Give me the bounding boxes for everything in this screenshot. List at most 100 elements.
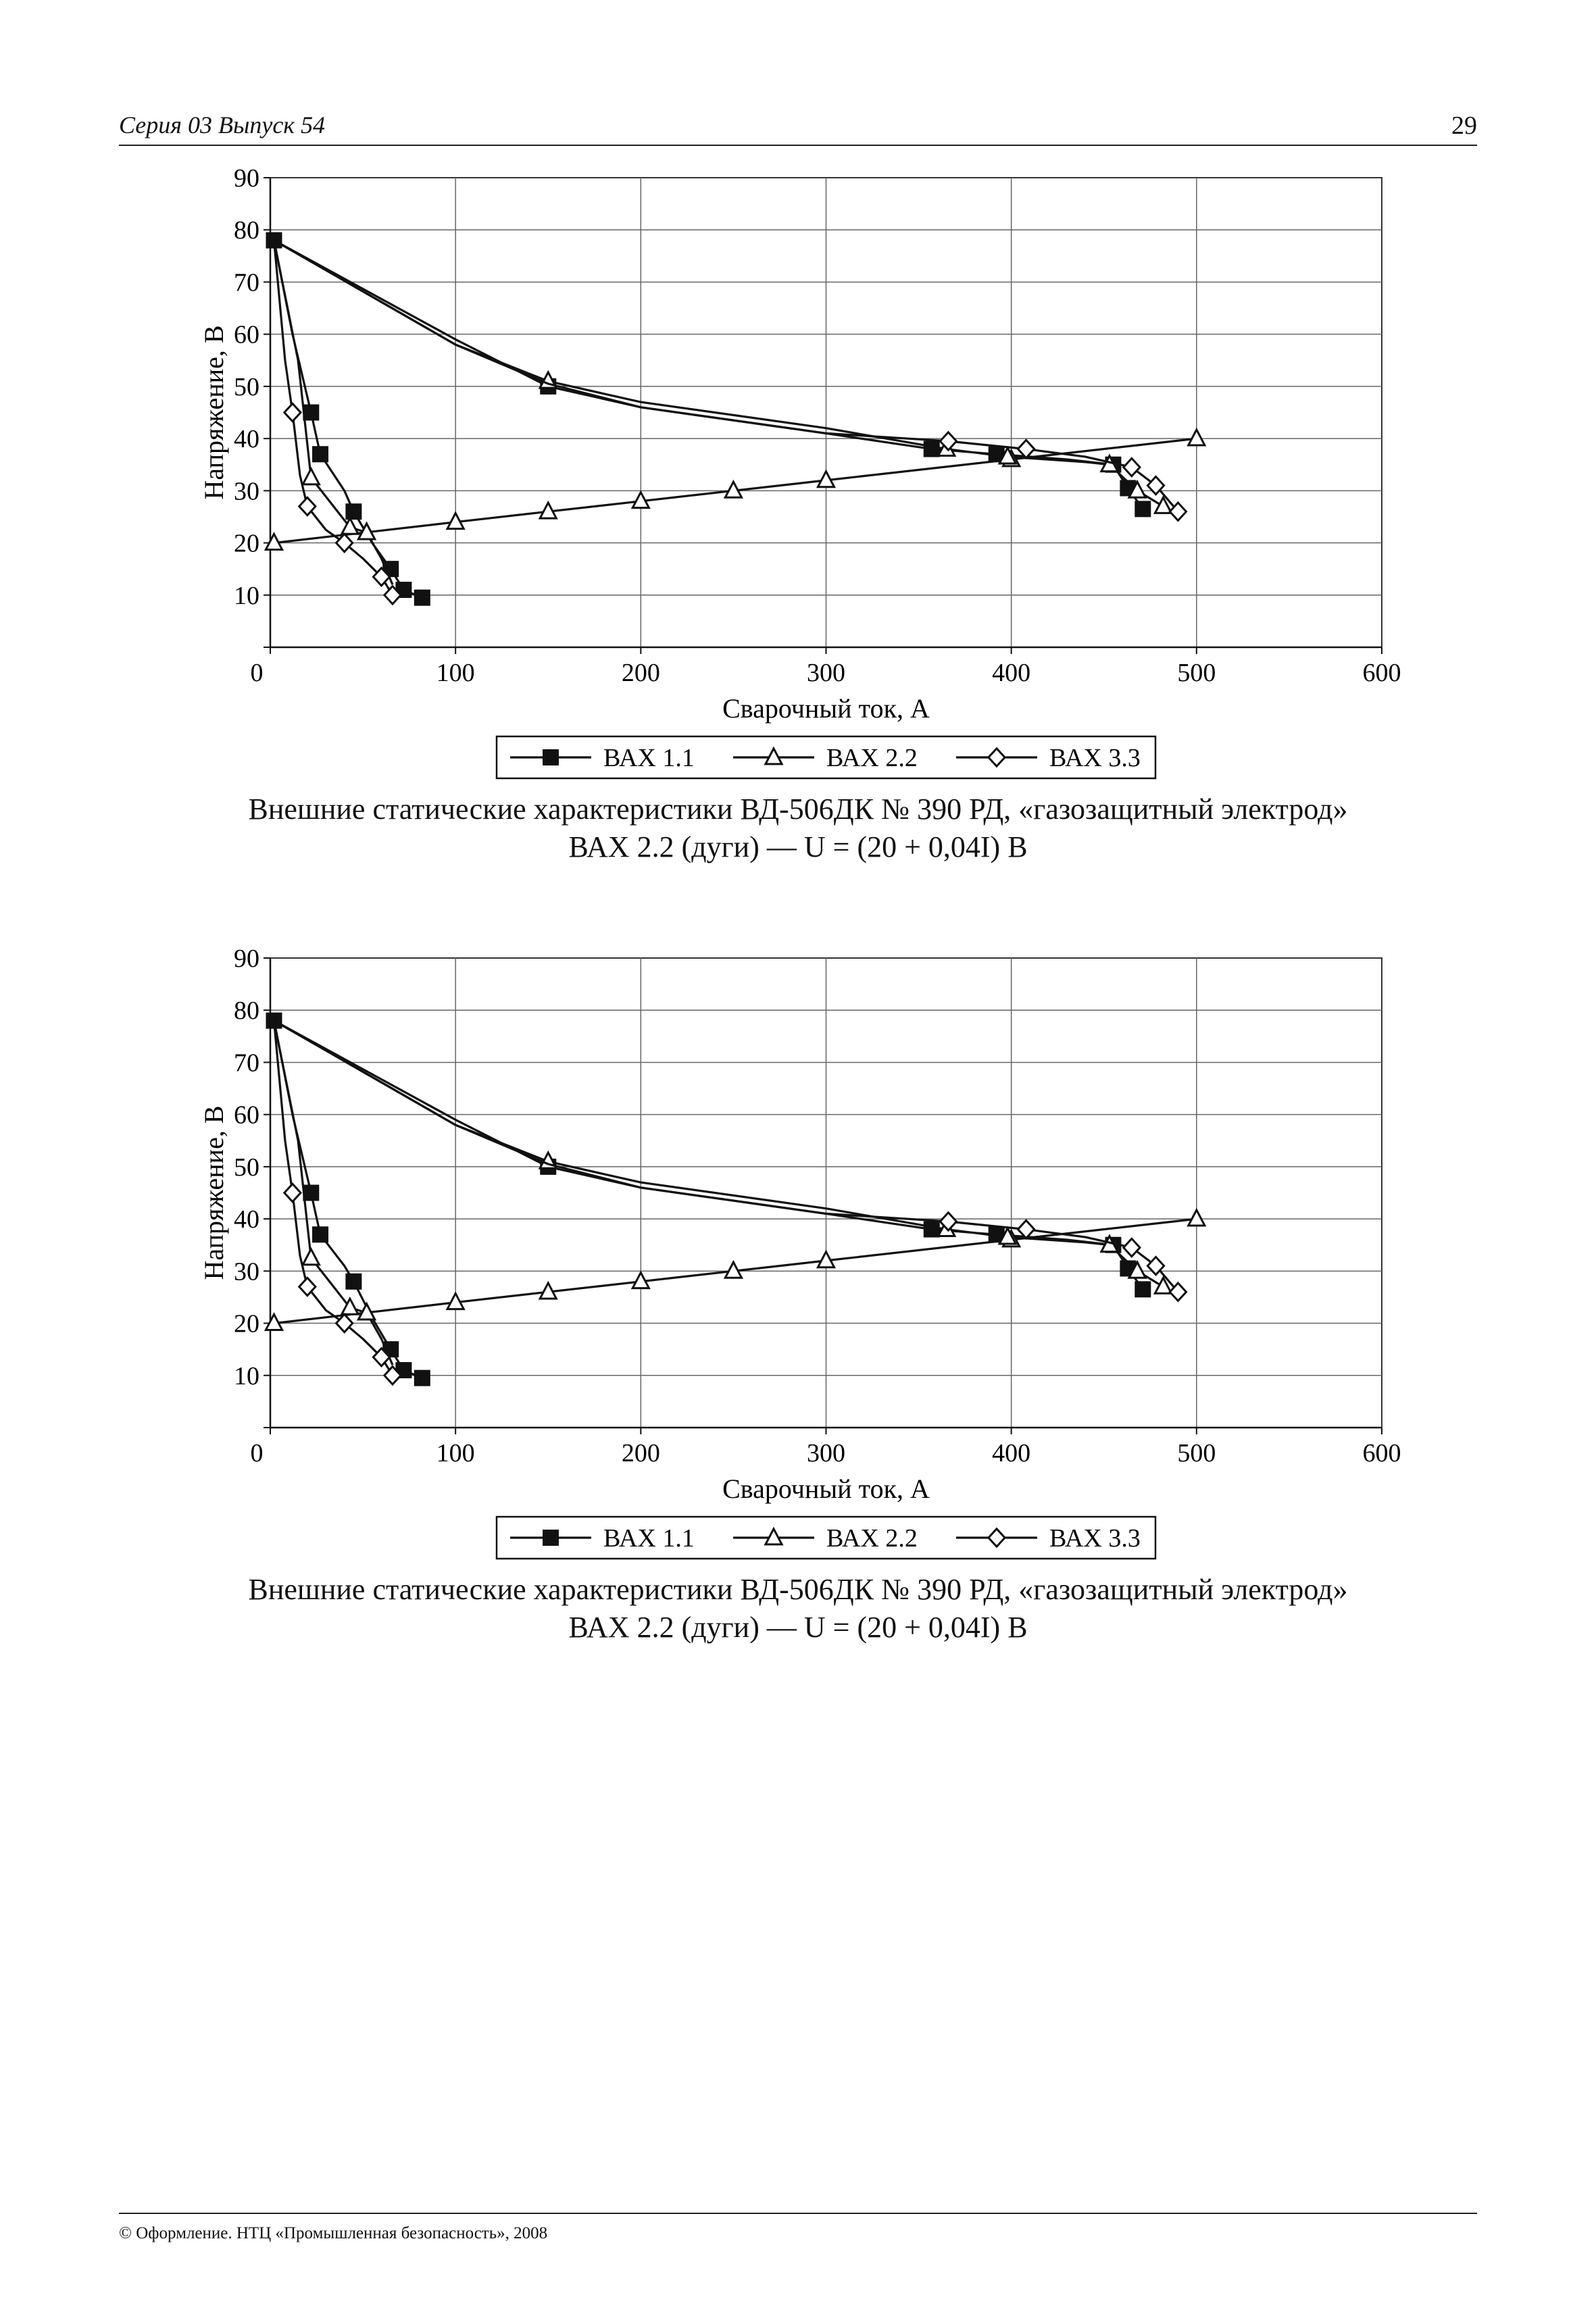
data-point — [997, 445, 1018, 465]
legend-label: ВАХ 1.1 — [603, 1524, 695, 1553]
legend-marker — [543, 1530, 559, 1546]
chart-1-caption: Внешние статические характеристики ВД-50… — [0, 790, 1596, 866]
data-point — [1127, 479, 1147, 499]
legend-label: ВАХ 3.3 — [1049, 1524, 1141, 1553]
x-tick-label: 0 — [251, 659, 264, 687]
data-point — [1187, 427, 1207, 447]
legend-box — [495, 735, 1157, 780]
data-point — [1134, 501, 1151, 518]
chart-1-caption-line-1: Внешние статические характеристики ВД-50… — [248, 793, 1348, 826]
x-tick-label: 400 — [992, 659, 1030, 687]
chart-2-caption: Внешние статические характеристики ВД-50… — [0, 1571, 1596, 1646]
legend-marker — [764, 1526, 784, 1546]
chart-2-caption-line-1: Внешние статические характеристики ВД-50… — [248, 1573, 1348, 1606]
data-point — [414, 1369, 430, 1386]
x-tick-label: 0 — [251, 1439, 264, 1467]
data-point — [816, 1249, 837, 1269]
x-tick-label: 500 — [1177, 659, 1216, 687]
y-tick-label: 10 — [234, 1362, 259, 1390]
data-point — [297, 496, 317, 517]
y-tick-label: 30 — [234, 477, 259, 505]
y-tick-label: 30 — [234, 1257, 259, 1286]
data-point — [1134, 1281, 1151, 1298]
legend: ВАХ 1.1 ВАХ 2.2 ВАХ 3.3 — [495, 735, 1157, 780]
y-axis-label: Напряжение, В — [199, 325, 229, 499]
data-point — [297, 1276, 317, 1297]
data-point — [630, 1270, 651, 1290]
footer-copyright: © Оформление. НТЦ «Промышленная безопасн… — [119, 2224, 548, 2242]
data-point — [997, 1226, 1018, 1245]
data-point — [340, 1296, 360, 1315]
legend-marker — [764, 746, 784, 765]
data-point — [1122, 1237, 1142, 1259]
page-number: 29 — [1451, 111, 1477, 140]
data-point — [538, 500, 558, 520]
legend: ВАХ 1.1 ВАХ 2.2 ВАХ 3.3 — [495, 1515, 1157, 1560]
y-tick-label: 40 — [234, 1205, 259, 1234]
data-point — [1122, 457, 1142, 478]
data-point — [445, 511, 466, 530]
data-point — [923, 1221, 940, 1238]
data-point — [282, 402, 303, 423]
chart-1-svg: 10 20 30 40 50 60 70 80 90 0 100 200 300 400 500 600 Сва… — [199, 164, 1401, 780]
data-point — [282, 1182, 303, 1203]
x-tick-label: 100 — [437, 659, 475, 687]
chart-2: 10 20 30 40 50 60 70 80 90 0 100 200 300 400 500 600 Сва… — [0, 936, 1596, 1611]
data-point — [1168, 501, 1188, 522]
y-tick-label: 50 — [234, 373, 259, 401]
y-axis-label: Напряжение, В — [199, 1105, 229, 1280]
data-point — [345, 503, 362, 520]
data-point — [1016, 438, 1036, 459]
data-point — [1187, 1207, 1207, 1227]
x-tick-label: 100 — [437, 1439, 475, 1467]
legend-label: ВАХ 1.1 — [603, 744, 695, 772]
y-tick-label: 60 — [234, 321, 259, 349]
data-point — [264, 1312, 284, 1331]
x-axis-label: Сварочный ток, А — [722, 693, 930, 724]
data-point — [1016, 1219, 1036, 1240]
series-line — [272, 1020, 394, 1376]
data-point — [334, 532, 354, 553]
y-tick-label: 90 — [234, 945, 259, 973]
chart-2-caption-line-2: ВАХ 2.2 (дуги) — U = (20 + 0,04I) В — [568, 1611, 1028, 1644]
legend-marker — [543, 749, 559, 765]
data-point — [414, 589, 430, 606]
data-point — [312, 1226, 329, 1243]
data-point — [723, 1259, 743, 1279]
legend-label: ВАХ 2.2 — [826, 1524, 918, 1553]
y-tick-label: 90 — [234, 164, 259, 193]
data-point — [303, 404, 320, 421]
data-point — [923, 441, 940, 457]
data-point — [345, 1273, 362, 1290]
legend-marker — [987, 747, 1007, 768]
y-tick-label: 80 — [234, 216, 259, 245]
legend-label: ВАХ 3.3 — [1049, 744, 1141, 772]
series-line — [272, 240, 423, 599]
x-tick-label: 600 — [1363, 659, 1401, 687]
page-header: Серия 03 Выпуск 54 29 — [119, 108, 1477, 146]
data-point — [1146, 475, 1166, 497]
series-3 — [272, 1020, 1188, 1386]
series-line — [274, 1217, 1197, 1325]
chart-1: 10 20 30 40 50 60 70 80 90 0 100 200 300 400 500 600 Сва… — [0, 155, 1596, 831]
data-point — [356, 1301, 377, 1321]
data-point — [1168, 1281, 1188, 1303]
series-3 — [272, 239, 1188, 606]
data-point — [538, 1280, 558, 1300]
data-point — [1127, 1259, 1147, 1279]
data-point — [312, 446, 329, 463]
data-point — [445, 1291, 466, 1311]
data-point — [334, 1313, 354, 1334]
x-axis-label: Сварочный ток, А — [722, 1474, 930, 1504]
data-point — [356, 521, 377, 540]
data-point — [939, 430, 958, 452]
data-point — [382, 1365, 403, 1386]
x-tick-label: 200 — [622, 659, 660, 687]
data-point — [264, 532, 284, 551]
data-point — [723, 479, 743, 499]
data-point — [382, 584, 403, 606]
data-point — [340, 515, 360, 535]
data-point — [301, 466, 321, 486]
data-point — [939, 1211, 958, 1232]
series-title: Серия 03 Выпуск 54 — [119, 111, 326, 139]
